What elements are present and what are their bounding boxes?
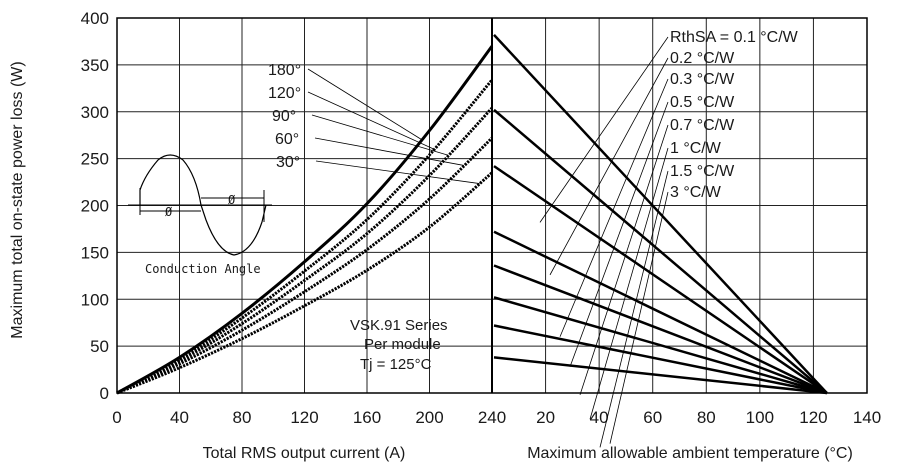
module-note: Per module <box>364 336 441 353</box>
right-leader-line <box>559 78 669 337</box>
series-labels: 180° 120° 90° 60° 30° RthSA = 0.1 °C/W 0.2 °C/… <box>268 29 799 201</box>
left-series-label: 30° <box>276 154 300 171</box>
right-series-label: 0.5 °C/W <box>670 94 735 111</box>
right-series-label: 0.2 °C/W <box>670 50 735 67</box>
x-tick-label-left: 120 <box>290 408 318 427</box>
right-series-label: 1.5 °C/W <box>670 163 735 180</box>
inset-positive-arc <box>139 154 202 206</box>
leader-lines <box>307 36 669 448</box>
left-leader-line <box>307 91 435 150</box>
x-tick-label-left: 160 <box>353 408 381 427</box>
x-tick-label-right: 40 <box>590 408 609 427</box>
right-leader-line <box>539 36 669 223</box>
rthsa-line-3 <box>493 230 828 395</box>
left-leader-line <box>315 160 480 184</box>
left-curve-4 <box>116 171 493 395</box>
y-tick-label: 250 <box>81 150 109 169</box>
left-leader-line <box>307 68 422 140</box>
left-series-label: 90° <box>272 108 296 125</box>
x-tick-label-right: 100 <box>746 408 774 427</box>
right-series-label: 1 °C/W <box>670 140 722 157</box>
x-tick-label-right: 60 <box>643 408 662 427</box>
annotation-text: VSK.91 Series Per module Tj = 125°C <box>350 317 448 373</box>
x-tick-label-right: 120 <box>799 408 827 427</box>
series-note: VSK.91 Series <box>350 317 448 334</box>
rthsa-line-5 <box>493 296 828 395</box>
inset-negative-arc <box>200 204 267 256</box>
y-tick-label: 350 <box>81 56 109 75</box>
right-leader-line <box>599 170 669 448</box>
left-leader-line <box>311 114 449 156</box>
x-tick-label-right: 80 <box>697 408 716 427</box>
x-tick-label-left: 0 <box>112 408 121 427</box>
left-series-group <box>116 45 494 395</box>
right-leader-line <box>549 57 669 276</box>
x-axis-title-left: Total RMS output current (A) <box>203 445 406 462</box>
y-tick-label: 300 <box>81 103 109 122</box>
right-series-label: 3 °C/W <box>670 184 722 201</box>
left-series-label: 120° <box>268 85 301 102</box>
y-tick-label: 200 <box>81 197 109 216</box>
y-axis-title: Maximum total on-state power loss (W) <box>9 61 26 338</box>
rthsa-line-0 <box>493 34 828 394</box>
left-curve-0 <box>116 45 494 395</box>
rthsa-line-1 <box>493 108 828 394</box>
right-series-label: 0.3 °C/W <box>670 71 735 88</box>
rthsa-line-7 <box>493 356 827 395</box>
y-tick-label: 150 <box>81 243 109 262</box>
y-tick-label: 400 <box>81 9 109 28</box>
left-series-label: 60° <box>275 131 299 148</box>
x-tick-label-left: 200 <box>415 408 443 427</box>
y-tick-label: 100 <box>81 290 109 309</box>
rthsa-line-4 <box>493 264 828 395</box>
tick-labels: 0 50 100 150 200 250 300 350 400 0 40 80 120 160 200 24… <box>81 9 882 427</box>
right-series-label: RthSA = 0.1 °C/W <box>670 29 799 46</box>
x-tick-label-left: 240 <box>478 408 506 427</box>
y-tick-label: 0 <box>100 384 109 403</box>
x-axis-title-right: Maximum allowable ambient temperature (°… <box>527 445 853 462</box>
right-series-label: 0.7 °C/W <box>670 117 735 134</box>
y-tick-label: 50 <box>90 337 109 356</box>
right-leader-line <box>589 147 669 420</box>
right-leader-line <box>579 124 669 395</box>
x-tick-label-right: 140 <box>853 408 881 427</box>
x-tick-label-right: 20 <box>536 408 555 427</box>
x-tick-label-left: 40 <box>170 408 189 427</box>
rthsa-line-2 <box>493 165 828 395</box>
right-leader-line <box>609 191 669 444</box>
inset-phi-right: Ø <box>228 193 236 207</box>
right-series-group <box>493 34 828 395</box>
right-leader-line <box>569 101 669 367</box>
left-curve-1 <box>116 78 494 395</box>
left-series-label: 180° <box>268 62 301 79</box>
axes <box>116 17 868 394</box>
inset-label: Conduction Angle <box>145 262 261 276</box>
x-tick-label-left: 80 <box>233 408 252 427</box>
left-curve-2 <box>116 106 494 395</box>
rthsa-line-6 <box>493 324 828 395</box>
inset-phi-left: Ø <box>165 205 173 219</box>
left-curve-3 <box>116 136 494 395</box>
left-leader-line <box>314 137 464 166</box>
conduction-angle-inset: Conduction Angle Ø Ø <box>128 154 272 276</box>
tj-note: Tj = 125°C <box>360 356 432 373</box>
